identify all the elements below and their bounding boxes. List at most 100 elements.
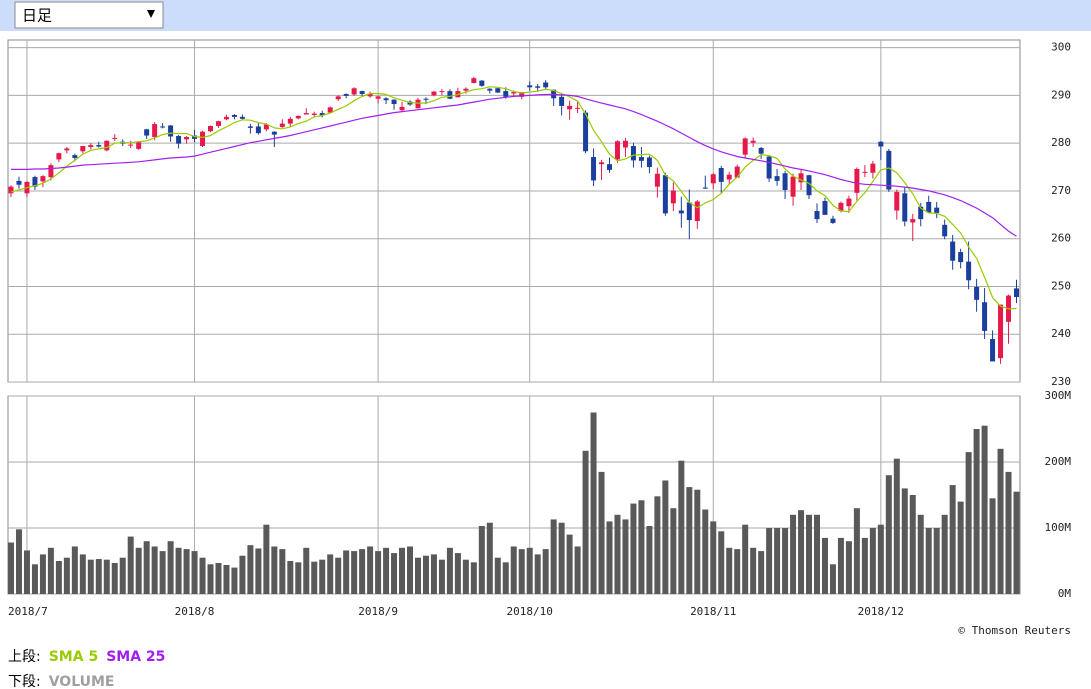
candle-body xyxy=(335,96,341,100)
volume-bar xyxy=(103,559,110,594)
volume-bar xyxy=(231,567,238,594)
volume-bar xyxy=(614,514,621,594)
candle-body xyxy=(942,224,948,237)
candle-body xyxy=(104,140,110,151)
volume-bar xyxy=(422,555,429,594)
candle-body xyxy=(846,198,852,207)
select-arrow[interactable] xyxy=(147,10,155,18)
volume-bar xyxy=(207,564,214,594)
candle-body xyxy=(391,99,397,105)
x-tick-label: 2018/12 xyxy=(858,605,904,618)
candle-body xyxy=(144,129,150,136)
volume-bar xyxy=(167,541,174,594)
volume-bar xyxy=(949,485,956,594)
credit: © Thomson Reuters xyxy=(958,624,1071,637)
toolbar xyxy=(0,0,1091,31)
volume-bar xyxy=(494,557,501,594)
volume-bar xyxy=(223,564,230,594)
volume-bar xyxy=(55,561,62,594)
volume-bar xyxy=(510,546,517,594)
candle-body xyxy=(702,187,708,189)
volume-bar xyxy=(119,557,126,594)
volume-bar xyxy=(598,471,605,594)
volume-bar xyxy=(335,557,342,594)
volume-bar xyxy=(646,526,653,594)
candle-body xyxy=(710,174,716,184)
volume-bar xyxy=(143,541,150,594)
volume-bar xyxy=(957,501,964,594)
x-tick-label: 2018/11 xyxy=(690,605,736,618)
candle-body xyxy=(96,145,102,147)
volume-bar xyxy=(470,562,477,594)
candle-body xyxy=(72,155,78,158)
candle-body xyxy=(136,142,142,149)
volume-bar xyxy=(95,559,102,594)
volume-bar xyxy=(718,531,725,594)
candle-body xyxy=(239,116,245,119)
volume-bar xyxy=(813,514,820,594)
y-tick-label: 270 xyxy=(1051,184,1071,197)
y-tick-label: 260 xyxy=(1051,232,1071,245)
candle-body xyxy=(303,113,309,115)
volume-bar xyxy=(965,452,972,594)
volume-bar xyxy=(861,537,868,594)
volume-bar xyxy=(263,524,270,594)
volume-bar xyxy=(630,503,637,594)
candle-body xyxy=(1014,288,1019,297)
candle-body xyxy=(295,115,301,119)
candle-body xyxy=(32,177,38,187)
volume-bar xyxy=(654,496,661,594)
volume-bar xyxy=(438,559,445,594)
x-tick-label: 2018/10 xyxy=(507,605,553,618)
y-tick-label: 250 xyxy=(1051,279,1071,292)
candle-body xyxy=(662,175,668,214)
candle-body xyxy=(950,241,956,261)
candle-body xyxy=(64,148,70,151)
volume-bar xyxy=(518,549,525,594)
legend-entry: 下段: xyxy=(8,674,41,689)
volume-bar xyxy=(798,510,805,594)
volume-bar xyxy=(175,547,182,594)
volume-bar xyxy=(23,550,30,594)
legend-entry: 上段: xyxy=(8,649,41,665)
volume-bar xyxy=(159,551,166,594)
volume-bar xyxy=(295,562,302,594)
volume-bar xyxy=(319,559,326,594)
candle-body xyxy=(128,144,134,146)
volume-bar xyxy=(590,412,597,594)
volume-bar xyxy=(311,561,318,594)
candle-body xyxy=(686,202,692,221)
candle-body xyxy=(630,146,636,161)
candle-body xyxy=(886,150,892,190)
sma-line xyxy=(10,86,1017,310)
candle-body xyxy=(40,176,46,182)
candle-body xyxy=(311,113,317,115)
volume-bar xyxy=(782,528,789,594)
candle-body xyxy=(160,126,166,128)
volume-bar xyxy=(31,564,38,594)
candle-body xyxy=(80,146,86,152)
volume-bar xyxy=(383,547,390,594)
y-tick-label: 0M xyxy=(1058,587,1072,600)
volume-bar xyxy=(359,549,366,594)
candle-body xyxy=(934,207,940,213)
volume-bar xyxy=(750,547,757,594)
period-select-text[interactable]: 日足 xyxy=(22,7,52,25)
period-select[interactable] xyxy=(14,1,164,29)
y-tick-label: 300M xyxy=(1045,389,1072,402)
y-tick-label: 100M xyxy=(1045,521,1072,534)
legend-entry: SMA 25 xyxy=(106,649,165,665)
volume-bar xyxy=(893,458,900,594)
y-tick-label: 280 xyxy=(1051,136,1071,149)
volume-bar xyxy=(790,514,797,594)
volume-bar xyxy=(917,514,924,594)
volume-bar xyxy=(239,555,246,594)
volume-bar xyxy=(478,526,485,594)
volume-bar xyxy=(47,547,54,594)
candle-body xyxy=(830,218,836,223)
volume-bar xyxy=(391,553,398,594)
volume-bar xyxy=(191,551,198,594)
candle-body xyxy=(343,93,349,96)
volume-bar xyxy=(79,554,86,594)
candle-body xyxy=(758,147,764,154)
